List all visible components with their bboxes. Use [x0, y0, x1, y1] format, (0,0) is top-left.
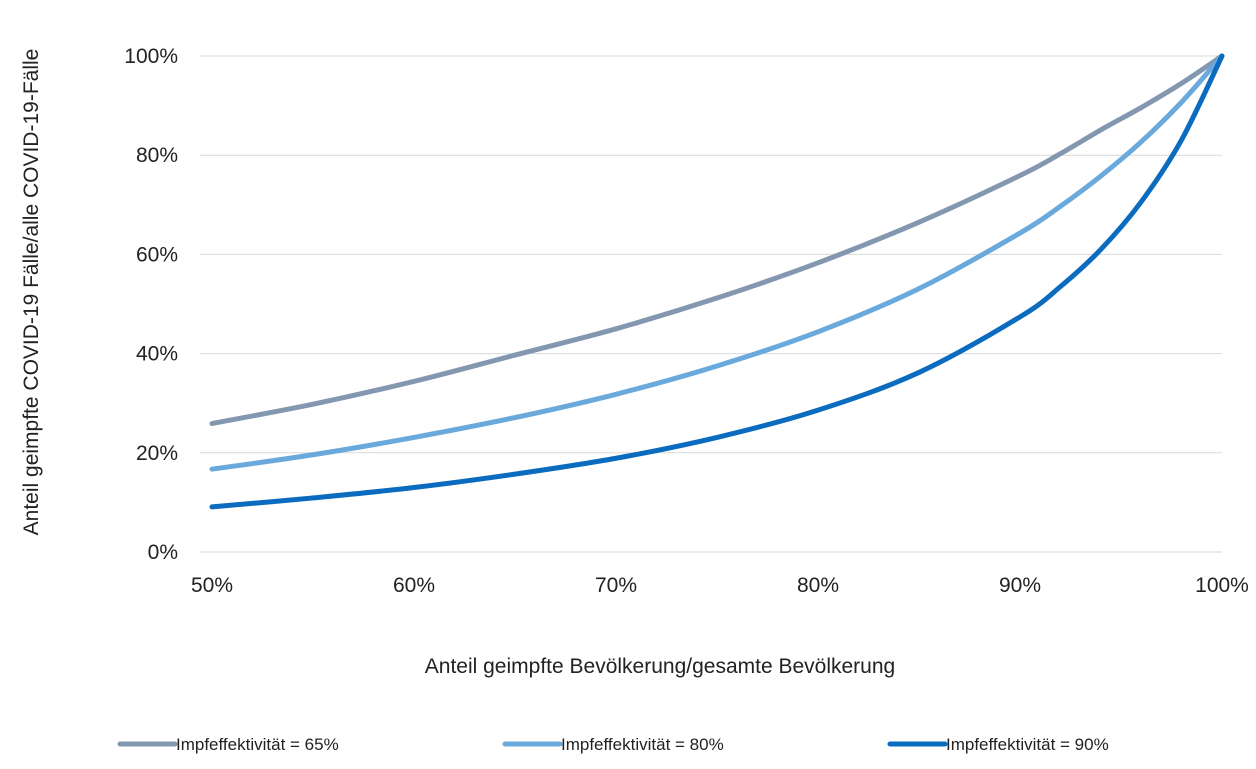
x-tick-label: 80% — [797, 574, 839, 597]
y-tick-label: 40% — [136, 343, 178, 366]
x-tick-label: 50% — [191, 574, 233, 597]
y-tick-label: 80% — [136, 144, 178, 167]
x-tick-label: 70% — [595, 574, 637, 597]
series-line-3 — [209, 53, 1225, 510]
x-axis-title: Anteil geimpfte Bevölkerung/gesamte Bevö… — [425, 655, 895, 678]
x-tick-label: 90% — [999, 574, 1041, 597]
x-tick-label: 100% — [1195, 574, 1249, 597]
legend-label-3: Impfeffektivität = 90% — [946, 735, 1109, 754]
legend-label-2: Impfeffektivität = 80% — [561, 735, 724, 754]
y-axis-title: Anteil geimpfte COVID-19 Fälle/alle COVI… — [20, 49, 43, 536]
series-line-2 — [209, 53, 1225, 472]
gridlines — [200, 55, 1222, 553]
legend: Impfeffektivität = 65% Impfeffektivität =… — [117, 735, 1109, 754]
y-axis-ticks: 0% 20% 40% 60% 80% 100% — [124, 45, 178, 564]
y-tick-label: 20% — [136, 442, 178, 465]
x-axis-ticks: 50% 60% 70% 80% 90% 100% — [191, 574, 1249, 597]
y-tick-label: 0% — [148, 541, 178, 564]
series-line-1 — [209, 53, 1225, 427]
y-tick-label: 100% — [124, 45, 178, 68]
legend-label-1: Impfeffektivität = 65% — [176, 735, 339, 754]
series-lines — [209, 53, 1225, 510]
y-tick-label: 60% — [136, 243, 178, 266]
x-tick-label: 60% — [393, 574, 435, 597]
